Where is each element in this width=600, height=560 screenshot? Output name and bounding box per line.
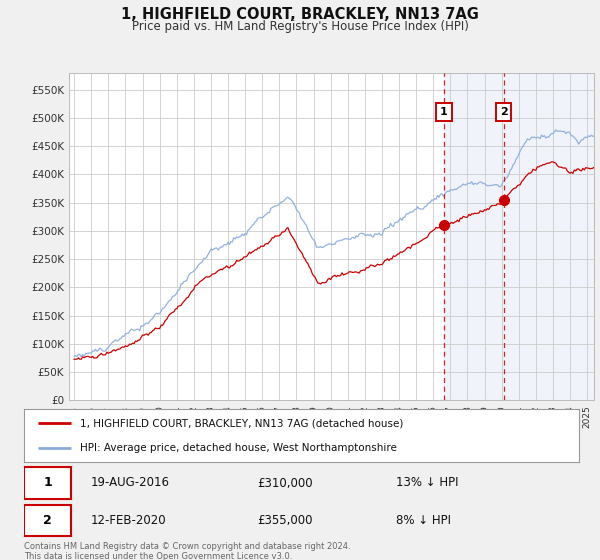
FancyBboxPatch shape [24, 468, 71, 498]
Text: 1, HIGHFIELD COURT, BRACKLEY, NN13 7AG: 1, HIGHFIELD COURT, BRACKLEY, NN13 7AG [121, 7, 479, 22]
Text: 13% ↓ HPI: 13% ↓ HPI [396, 477, 458, 489]
Text: Price paid vs. HM Land Registry's House Price Index (HPI): Price paid vs. HM Land Registry's House … [131, 20, 469, 32]
Text: 19-AUG-2016: 19-AUG-2016 [91, 477, 170, 489]
Text: Contains HM Land Registry data © Crown copyright and database right 2024.
This d: Contains HM Land Registry data © Crown c… [24, 542, 350, 560]
Text: 12-FEB-2020: 12-FEB-2020 [91, 514, 166, 527]
Text: £310,000: £310,000 [257, 477, 313, 489]
FancyBboxPatch shape [24, 505, 71, 536]
Text: 2: 2 [43, 514, 52, 527]
Text: 1: 1 [43, 477, 52, 489]
Text: 2: 2 [500, 108, 508, 118]
Text: £355,000: £355,000 [257, 514, 313, 527]
Text: 8% ↓ HPI: 8% ↓ HPI [396, 514, 451, 527]
Text: HPI: Average price, detached house, West Northamptonshire: HPI: Average price, detached house, West… [79, 442, 397, 452]
Text: 1, HIGHFIELD COURT, BRACKLEY, NN13 7AG (detached house): 1, HIGHFIELD COURT, BRACKLEY, NN13 7AG (… [79, 418, 403, 428]
Text: 1: 1 [440, 108, 448, 118]
Bar [444, 73, 594, 400]
